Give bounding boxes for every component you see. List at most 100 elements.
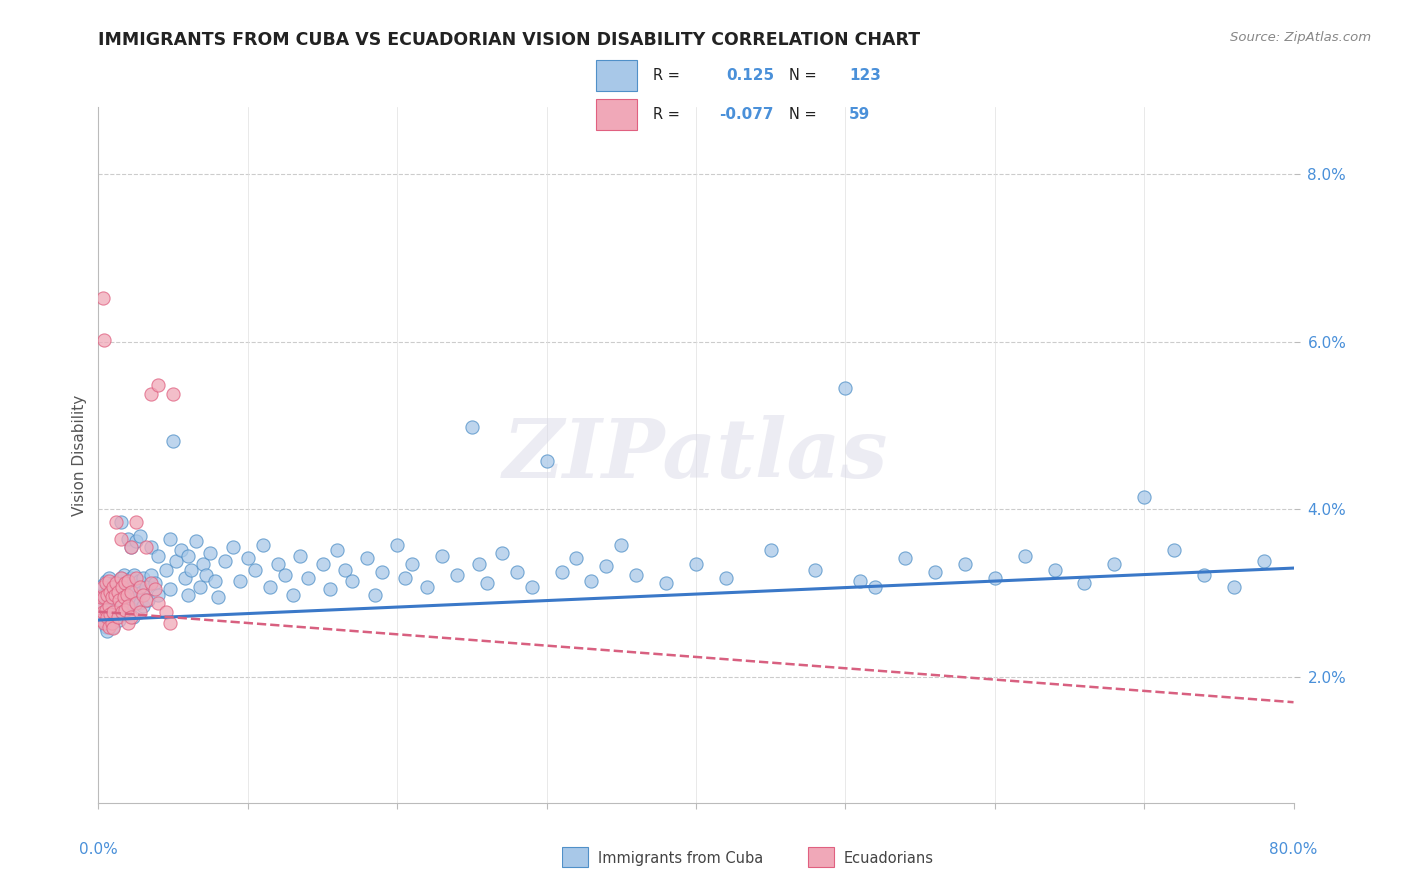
Point: [162, 434, 184, 448]
Point: [96, 588, 118, 602]
Point: [139, 576, 162, 591]
Point: [129, 596, 152, 610]
Point: [169, 542, 191, 557]
Point: [112, 591, 135, 605]
Point: [93, 591, 115, 605]
Point: [159, 615, 181, 630]
Point: [430, 549, 453, 563]
Point: [983, 571, 1005, 585]
Point: [90, 591, 112, 605]
Point: [110, 599, 132, 613]
Point: [536, 454, 558, 468]
Point: [1073, 576, 1095, 591]
Bar: [596, 61, 637, 91]
Point: [311, 557, 333, 571]
Point: [222, 540, 245, 554]
Point: [475, 576, 498, 591]
Point: [118, 584, 141, 599]
Point: [108, 593, 131, 607]
Point: [104, 582, 127, 596]
Point: [115, 588, 138, 602]
Point: [98, 580, 122, 594]
Point: [125, 571, 148, 585]
Point: [117, 576, 139, 591]
Point: [110, 532, 132, 546]
Point: [97, 593, 120, 607]
Point: [117, 599, 139, 613]
Point: [124, 567, 146, 582]
Point: [103, 622, 125, 636]
Point: [364, 588, 387, 602]
Point: [139, 567, 162, 582]
Point: [105, 588, 128, 602]
Point: [180, 563, 202, 577]
Point: [125, 596, 148, 610]
Point: [135, 593, 157, 607]
Point: [1192, 567, 1215, 582]
Point: [128, 574, 150, 588]
Point: [108, 584, 131, 599]
Point: [155, 563, 177, 577]
Point: [117, 601, 139, 615]
Point: [97, 599, 120, 613]
Point: [236, 551, 259, 566]
Point: [1223, 580, 1246, 594]
Point: [394, 571, 416, 585]
Point: [120, 584, 142, 599]
Point: [468, 557, 491, 571]
Point: [139, 540, 162, 554]
Point: [107, 599, 129, 613]
Point: [121, 580, 143, 594]
Point: [177, 549, 200, 563]
Point: [461, 420, 484, 434]
Text: N =: N =: [789, 68, 817, 83]
Point: [159, 582, 181, 596]
Point: [115, 588, 138, 602]
Point: [110, 515, 132, 529]
Point: [136, 593, 159, 607]
Point: [103, 596, 125, 610]
Point: [155, 605, 177, 619]
Point: [581, 574, 603, 588]
Point: [111, 607, 134, 622]
Point: [148, 596, 170, 610]
Point: [148, 549, 170, 563]
Point: [127, 591, 149, 605]
Point: [98, 601, 122, 615]
Bar: [562, 847, 588, 867]
Point: [1043, 563, 1066, 577]
Point: [112, 567, 135, 582]
Point: [114, 576, 136, 591]
Point: [416, 580, 439, 594]
Point: [96, 584, 118, 599]
Point: [125, 534, 148, 549]
Point: [506, 566, 529, 580]
Point: [101, 611, 124, 625]
Text: N =: N =: [789, 107, 817, 121]
Point: [865, 580, 887, 594]
Point: [114, 603, 136, 617]
Point: [111, 580, 134, 594]
Point: [177, 588, 200, 602]
Point: [103, 620, 125, 634]
Point: [342, 574, 364, 588]
Point: [111, 580, 134, 594]
Point: [120, 596, 142, 610]
Point: [97, 571, 120, 585]
Text: ZIPatlas: ZIPatlas: [503, 415, 889, 495]
Point: [319, 582, 342, 596]
Point: [174, 571, 197, 585]
Point: [229, 574, 252, 588]
Point: [143, 582, 166, 596]
Point: [162, 386, 184, 401]
Point: [108, 613, 131, 627]
Point: [90, 582, 112, 596]
Point: [207, 591, 229, 605]
Point: [129, 580, 152, 594]
Text: IMMIGRANTS FROM CUBA VS ECUADORIAN VISION DISABILITY CORRELATION CHART: IMMIGRANTS FROM CUBA VS ECUADORIAN VISIO…: [98, 31, 921, 49]
Point: [759, 542, 782, 557]
Text: 59: 59: [849, 107, 870, 121]
Point: [101, 591, 124, 605]
Bar: [808, 847, 834, 867]
Point: [1014, 549, 1036, 563]
